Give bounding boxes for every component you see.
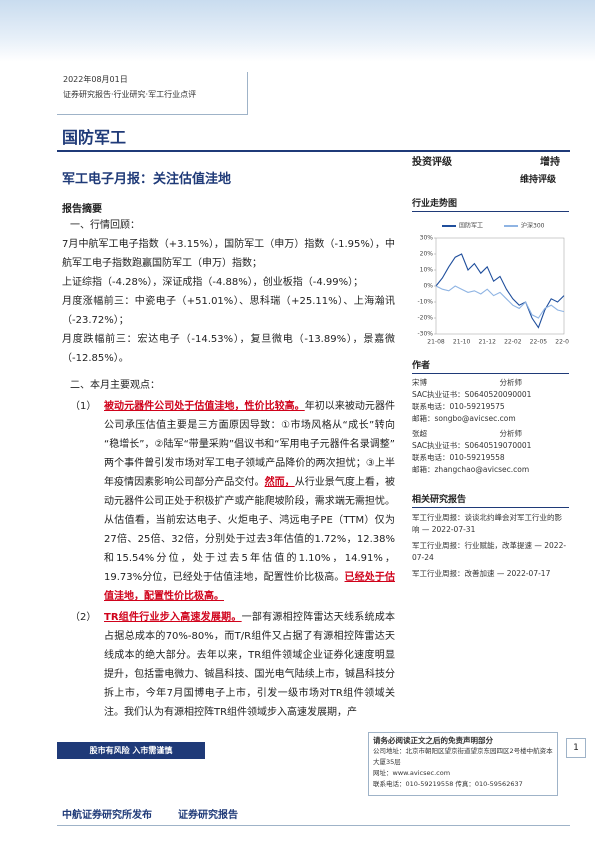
author-list: 宋博 分析师 SAC执业证书：S0640520090001 联系电话：010-5921… — [412, 377, 569, 476]
authors-section: 作者 宋博 分析师 SAC执业证书：S0640520090001 联系电话：010-5… — [412, 358, 569, 476]
author-role: 分析师 — [499, 429, 523, 438]
report-title: 军工电子月报：关注估值洼地 — [62, 172, 232, 187]
y-tick-label: -20% — [417, 315, 433, 322]
author-name: 张超 — [412, 429, 427, 438]
views-heading: 二、本月主要观点： — [70, 380, 160, 391]
author-role: 分析师 — [499, 378, 523, 387]
author-email: 邮箱：songbo@avicsec.com — [412, 414, 516, 423]
author-line: 张超 分析师 — [412, 428, 522, 440]
publisher: 中航证券研究所发布 — [62, 810, 152, 821]
trend-section: 行业走势图 30% 20% 10% 0% -10% -20% -30% 21-08 21-10 2… — [412, 196, 573, 356]
views-list: （1） 被动元器件公司处于估值洼地，性价比较高。年初以来被动元器件公司承压估值主要… — [62, 397, 395, 722]
date-box: 2022年08月01日 证券研究报告·行业研究·军工行业点评 — [57, 72, 248, 115]
author-phone: 联系电话：010-59219575 — [412, 402, 505, 411]
author-line: 宋博 分析师 — [412, 377, 522, 389]
disclaimer: 请务必阅读正文之后的免责声明部分 — [373, 736, 493, 745]
x-tick-label: 22-02 — [504, 339, 522, 346]
point-text: 被动元器件公司处于估值洼地，性价比较高。年初以来被动元器件公司承压估值主要是三方… — [104, 397, 395, 606]
body-text: 年初以来被动元器件公司承压估值主要是三方面原因导致：①市场风格从“成长”转向“稳… — [104, 401, 395, 488]
author-email: 邮箱：zhangchao@avicsec.com — [412, 465, 530, 474]
key-phrase: 然而， — [264, 477, 295, 488]
review-paragraph: 月度涨幅前三：中瓷电子（+51.01%）、思科瑞（+25.11%）、上海瀚讯（-… — [62, 296, 395, 326]
related-list: 军工行业周报：谈谈北约峰会对军工行业的影响 — 2022-07-31 军工行业周报… — [412, 512, 569, 580]
x-tick-label: 21-10 — [453, 339, 471, 346]
author-cert: SAC执业证书：S0640519070001 — [412, 441, 532, 450]
trend-heading: 行业走势图 — [412, 196, 569, 212]
point-number: （1） — [70, 401, 97, 412]
related-item: 军工行业周报：行业赋能，改革提速 — 2022-07-24 — [412, 541, 567, 562]
review-list: 7月中航军工电子指数（+3.15%），国防军工（申万）指数（-1.95%），中航… — [62, 235, 395, 368]
rating-change: 维持评级 — [520, 175, 557, 185]
related-heading: 相关研究报告 — [412, 492, 569, 508]
legend-label: 国防军工 — [459, 222, 483, 230]
related-section: 相关研究报告 军工行业周报：谈谈北约峰会对军工行业的影响 — 2022-07-3… — [412, 492, 569, 580]
point-text: TR组件行业步入高速发展期。一部有源相控阵雷达天线系统成本占据总成本的70%-8… — [104, 608, 395, 722]
title-rule — [57, 150, 570, 152]
author: 宋博 分析师 SAC执业证书：S0640520090001 联系电话：010-5921… — [412, 377, 569, 425]
key-phrase: TR组件行业步入高速发展期。 — [104, 612, 242, 623]
x-tick-label: 21-08 — [427, 339, 445, 346]
key-phrase: 被动元器件公司处于估值洼地，性价比较高。 — [104, 401, 305, 412]
x-tick-label: 21-12 — [478, 339, 496, 346]
author-cert: SAC执业证书：S0640520090001 — [412, 390, 532, 399]
review-heading: 一、行情回顾： — [70, 220, 140, 231]
header-band — [0, 0, 595, 62]
view-point: （2） TR组件行业步入高速发展期。一部有源相控阵雷达天线系统成本占据总成本的70… — [62, 608, 395, 722]
contact: 联系电话：010-59219558 传真：010-59562637 — [373, 780, 523, 788]
report-category: 证券研究报告·行业研究·军工行业点评 — [63, 90, 197, 99]
rating: 增持 — [540, 157, 560, 168]
address: 公司地址：北京市朝阳区望京街道望京东园四区2号楼中航资本大厦35层 — [373, 747, 553, 766]
risk-notice: 股市有风险 入市需谨慎 — [57, 742, 205, 759]
sector-title: 国防军工 — [62, 128, 127, 147]
author-name: 宋博 — [412, 378, 427, 387]
y-tick-label: 10% — [420, 267, 434, 274]
trend-chart: 30% 20% 10% 0% -10% -20% -30%21-08 21-10 21-12 22… — [417, 222, 572, 346]
y-tick-label: 30% — [420, 235, 434, 242]
report-date: 2022年08月01日 — [63, 75, 128, 84]
author: 张超 分析师 SAC执业证书：S0640519070001 联系电话：010-5921… — [412, 428, 569, 476]
footer-rule — [57, 825, 570, 826]
y-tick-label: 20% — [420, 251, 434, 258]
y-tick-label: -30% — [417, 331, 433, 338]
review-paragraph: 上证综指（-4.28%），深证成指（-4.88%），创业板指（-4.99%）； — [62, 277, 364, 288]
key-phrase: 已经处于估值洼地，配置性价比极高。 — [104, 572, 395, 602]
point-number: （2） — [70, 612, 97, 623]
x-tick-label: 22-07 — [555, 339, 569, 346]
series-line — [435, 253, 565, 329]
y-tick-label: -10% — [417, 299, 433, 306]
body-text: 一部有源相控阵雷达天线系统成本占据总成本的70%-80%，而T/R组件又占据了有… — [104, 612, 395, 718]
summary-heading: 报告摘要 — [62, 204, 102, 215]
related-item: 军工行业周报：谈谈北约峰会对军工行业的影响 — 2022-07-31 — [412, 513, 562, 534]
authors-heading: 作者 — [412, 358, 569, 374]
doc-type: 证券研究报告 — [178, 810, 238, 821]
legend-label: 沪深300 — [521, 222, 545, 230]
x-tick-label: 22-05 — [530, 339, 548, 346]
view-point: （1） 被动元器件公司处于估值洼地，性价比较高。年初以来被动元器件公司承压估值主要… — [62, 397, 395, 606]
y-tick-label: 0% — [423, 283, 433, 290]
series-line — [435, 285, 565, 319]
related-item: 军工行业周报：改善加速 — 2022-07-17 — [412, 569, 551, 578]
body-text: 从行业景气度上看，被动元器件公司正处于积极扩产或产能爬坡阶段，需求端无需担忧。从… — [104, 477, 395, 583]
rating-label: 投资评级 — [412, 157, 452, 168]
website: 网址：www.avicsec.com — [373, 769, 451, 777]
review-paragraph: 7月中航军工电子指数（+3.15%），国防军工（申万）指数（-1.95%），中航… — [62, 239, 395, 269]
page-number: 1 — [566, 738, 586, 758]
disclaimer-box: 请务必阅读正文之后的免责声明部分 公司地址：北京市朝阳区望京街道望京东园四区2号… — [368, 732, 558, 796]
review-paragraph: 月度跌幅前三：宏达电子（-14.53%），复旦微电（-13.89%），景嘉微（-… — [62, 334, 395, 364]
author-phone: 联系电话：010-59219558 — [412, 453, 505, 462]
summary-body: 一、行情回顾： 7月中航军工电子指数（+3.15%），国防军工（申万）指数（-1… — [62, 216, 395, 736]
